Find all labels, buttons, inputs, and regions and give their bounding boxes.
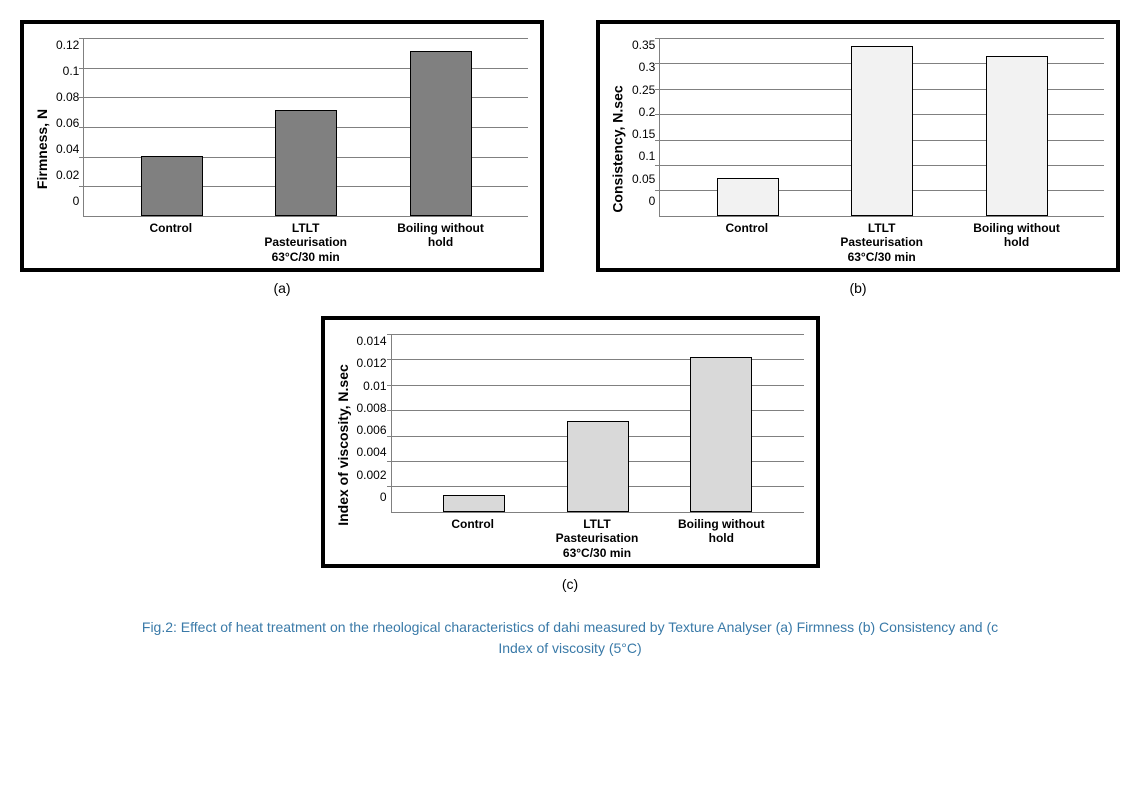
chart-c-yaxis: 0.014 0.012 0.01 0.008 0.006 0.004 0.002… [357,334,391,504]
chart-a-wrap: Firmness, N 0.12 0.1 0.08 0.06 0.04 0.02… [20,20,544,296]
chart-b-xaxis: Control LTLT Pasteurisation 63°C/30 min … [659,217,1104,264]
chart-c-wrap: Index of viscosity, N.sec 0.014 0.012 0.… [321,316,820,592]
bottom-row: Index of viscosity, N.sec 0.014 0.012 0.… [20,316,1120,592]
chart-c-panel: Index of viscosity, N.sec 0.014 0.012 0.… [321,316,820,568]
bar [986,56,1048,216]
xlabel: LTLT Pasteurisation 63°C/30 min [251,221,361,264]
bar [690,357,752,511]
ytick: 0.02 [56,168,79,182]
ytick: 0.06 [56,116,79,130]
chart-a-ylabel-wrap: Firmness, N [28,34,56,264]
xlabel: Boiling without hold [386,221,496,264]
bar [851,46,913,216]
chart-c-plot-area [391,334,804,513]
chart-b-bars [660,38,1104,216]
chart-a-plot-area [83,38,528,217]
bar [410,51,472,216]
chart-a-ylabel: Firmness, N [34,109,50,189]
chart-a-subcaption: (a) [20,280,544,296]
chart-c-subcaption: (c) [321,576,820,592]
ytick: 0.014 [357,334,387,348]
chart-c-ylabel-wrap: Index of viscosity, N.sec [329,330,357,560]
figure-container: Firmness, N 0.12 0.1 0.08 0.06 0.04 0.02… [20,20,1120,659]
ytick: 0.2 [639,105,656,119]
chart-a-yaxis: 0.12 0.1 0.08 0.06 0.04 0.02 0 [56,38,83,208]
chart-c-plot-wrap: Control LTLT Pasteurisation 63°C/30 min … [391,330,804,560]
ytick: 0 [73,194,80,208]
ytick: 0.04 [56,142,79,156]
ytick: 0.05 [632,172,655,186]
chart-b-plot-area [659,38,1104,217]
figure-caption: Fig.2: Effect of heat treatment on the r… [20,617,1120,659]
caption-line1: Fig.2: Effect of heat treatment on the r… [142,619,998,635]
bar [275,110,337,216]
chart-a-xaxis: Control LTLT Pasteurisation 63°C/30 min … [83,217,528,264]
ytick: 0.004 [357,445,387,459]
ytick: 0.01 [363,379,386,393]
ytick: 0.002 [357,468,387,482]
ytick: 0.12 [56,38,79,52]
bar [443,495,505,512]
ytick: 0.1 [63,64,80,78]
ytick: 0.006 [357,423,387,437]
chart-b-inner: Consistency, N.sec 0.35 0.3 0.25 0.2 0.1… [604,34,1104,264]
ytick: 0 [649,194,656,208]
chart-b-panel: Consistency, N.sec 0.35 0.3 0.25 0.2 0.1… [596,20,1120,272]
chart-b-subcaption: (b) [596,280,1120,296]
chart-b-plot-wrap: Control LTLT Pasteurisation 63°C/30 min … [659,34,1104,264]
bar [567,421,629,512]
chart-a-bars [84,38,528,216]
xlabel: Boiling without hold [666,517,776,560]
ytick: 0.15 [632,127,655,141]
xlabel: LTLT Pasteurisation 63°C/30 min [542,517,652,560]
top-row: Firmness, N 0.12 0.1 0.08 0.06 0.04 0.02… [20,20,1120,296]
chart-c-bars [392,334,804,512]
caption-line2: Index of viscosity (5°C) [498,640,641,656]
chart-a-panel: Firmness, N 0.12 0.1 0.08 0.06 0.04 0.02… [20,20,544,272]
ytick: 0.012 [357,356,387,370]
chart-b-ylabel: Consistency, N.sec [610,85,626,212]
ytick: 0 [380,490,387,504]
xlabel: Control [116,221,226,264]
chart-c-inner: Index of viscosity, N.sec 0.014 0.012 0.… [329,330,804,560]
xlabel: LTLT Pasteurisation 63°C/30 min [827,221,937,264]
ytick: 0.008 [357,401,387,415]
ytick: 0.1 [639,149,656,163]
chart-a-inner: Firmness, N 0.12 0.1 0.08 0.06 0.04 0.02… [28,34,528,264]
ytick: 0.08 [56,90,79,104]
chart-b-ylabel-wrap: Consistency, N.sec [604,34,632,264]
ytick: 0.3 [639,60,656,74]
xlabel: Control [418,517,528,560]
chart-c-xaxis: Control LTLT Pasteurisation 63°C/30 min … [391,513,804,560]
bar [141,156,203,216]
xlabel: Boiling without hold [962,221,1072,264]
chart-a-plot-wrap: Control LTLT Pasteurisation 63°C/30 min … [83,34,528,264]
ytick: 0.35 [632,38,655,52]
xlabel: Control [692,221,802,264]
ytick: 0.25 [632,83,655,97]
chart-b-wrap: Consistency, N.sec 0.35 0.3 0.25 0.2 0.1… [596,20,1120,296]
bar [717,178,779,216]
chart-c-ylabel: Index of viscosity, N.sec [335,364,351,526]
